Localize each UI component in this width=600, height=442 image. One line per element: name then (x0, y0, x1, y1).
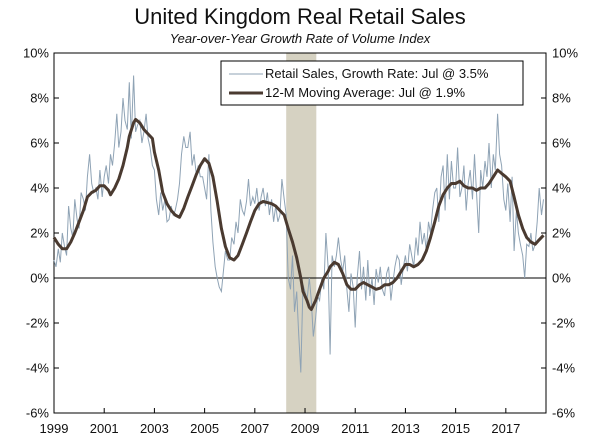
x-tick-label-6: 2011 (341, 421, 369, 436)
y-tick-label-left-6: -2% (26, 316, 50, 331)
y-tick-label-right-2: 6% (552, 136, 571, 151)
chart-title: United Kingdom Real Retail Sales (134, 4, 466, 29)
y-tick-label-right-1: 8% (552, 91, 571, 106)
chart-subtitle: Year-over-Year Growth Rate of Volume Ind… (169, 31, 431, 46)
legend-label-retail-sales: Retail Sales, Growth Rate: Jul @ 3.5% (265, 66, 489, 81)
legend: Retail Sales, Growth Rate: Jul @ 3.5% 12… (220, 60, 524, 106)
y-tick-label-right-8: -6% (552, 406, 576, 421)
x-tick-label-8: 2015 (441, 421, 470, 436)
series-line-moving-average (52, 117, 545, 311)
y-tick-label-left-5: 0% (30, 271, 49, 286)
y-axis-right: 10% 8% 6% 4% 2% 0% -2% -4% -6% (552, 46, 578, 421)
y-tick-label-right-0: 10% (552, 46, 578, 61)
y-tick-label-right-7: -4% (552, 361, 576, 376)
series-line-retail-sales (53, 75, 544, 373)
y-tick-label-left-2: 6% (30, 136, 49, 151)
axis-ticks (53, 52, 546, 414)
x-tick-label-2: 2003 (140, 421, 169, 436)
x-tick-label-7: 2013 (391, 421, 420, 436)
x-tick-label-0: 1999 (40, 421, 69, 436)
legend-label-moving-average: 12-M Moving Average: Jul @ 1.9% (265, 85, 466, 100)
y-tick-label-left-8: -6% (26, 406, 50, 421)
y-tick-label-left-4: 2% (30, 226, 49, 241)
y-tick-label-left-7: -4% (26, 361, 50, 376)
y-tick-label-right-5: 0% (552, 271, 571, 286)
x-tick-label-4: 2007 (240, 421, 269, 436)
y-tick-label-right-6: -2% (552, 316, 576, 331)
x-axis: 1999 2001 2003 2005 2007 2009 2011 2013 2015 2017 (40, 421, 521, 436)
y-tick-label-left-0: 10% (23, 46, 49, 61)
y-tick-label-left-3: 4% (30, 181, 49, 196)
y-axis-left: 10% 8% 6% 4% 2% 0% -2% -4% -6% (23, 46, 49, 421)
legend-box (220, 60, 524, 106)
y-tick-label-left-1: 8% (30, 91, 49, 106)
x-tick-label-5: 2009 (291, 421, 320, 436)
x-tick-label-1: 2001 (90, 421, 119, 436)
y-tick-label-right-4: 2% (552, 226, 571, 241)
x-tick-label-3: 2005 (190, 421, 219, 436)
x-tick-label-9: 2017 (491, 421, 520, 436)
y-tick-label-right-3: 4% (552, 181, 571, 196)
